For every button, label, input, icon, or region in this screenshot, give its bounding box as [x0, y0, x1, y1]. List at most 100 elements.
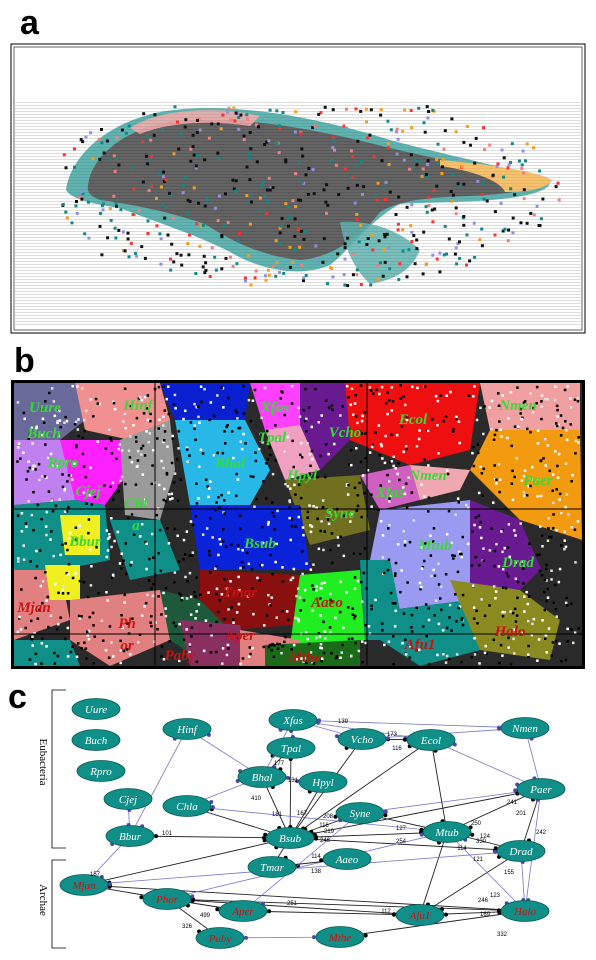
- panel-b-grid: [14, 383, 582, 666]
- node-ellipse: [265, 827, 315, 849]
- node-ellipse: [142, 888, 192, 910]
- node-ellipse: [406, 729, 456, 751]
- node-phor[interactable]: Phor: [142, 888, 192, 910]
- edge-weight: 410: [251, 796, 262, 802]
- edge-weight: 241: [507, 800, 518, 806]
- cluster-label: Halo: [494, 624, 526, 640]
- node-label: Uure: [85, 704, 107, 716]
- node-drad[interactable]: Drad: [496, 840, 546, 862]
- network-edge: [129, 728, 188, 837]
- node-hinf[interactable]: Hinf: [162, 718, 212, 740]
- cluster-label: Buch: [26, 426, 60, 442]
- node-label: Bbur: [119, 831, 142, 843]
- node-label: Bhal: [252, 772, 273, 784]
- node-ellipse: [162, 718, 212, 740]
- panel-a-speckles: [61, 105, 561, 288]
- node-uure[interactable]: Uure: [71, 698, 121, 720]
- network-edge: [83, 837, 291, 886]
- panel-b-speckles: [16, 384, 580, 666]
- edge-endpoint: [107, 882, 112, 887]
- node-nmen[interactable]: Nmen: [500, 717, 550, 739]
- edge-weight: 114: [311, 854, 321, 860]
- node-ellipse: [218, 900, 268, 922]
- node-syne[interactable]: Syne: [335, 802, 385, 824]
- network-edge: [292, 719, 526, 729]
- node-cjej[interactable]: Cjej: [103, 788, 153, 810]
- edge-weight: 121: [473, 857, 484, 863]
- cluster-label: Ecol: [398, 412, 428, 428]
- node-paer[interactable]: Paer: [516, 778, 566, 800]
- node-buch[interactable]: Buch: [71, 729, 121, 751]
- cluster-label: Xfas: [260, 400, 290, 416]
- edge-weight: 101: [162, 831, 173, 837]
- node-mjan[interactable]: Mjan: [59, 874, 109, 896]
- node-xfas[interactable]: Xfas: [268, 709, 318, 731]
- node-ellipse: [395, 904, 445, 926]
- node-label: Mjan: [71, 880, 96, 892]
- node-bbur[interactable]: Bbur: [105, 825, 155, 847]
- node-ecol[interactable]: Ecol: [406, 729, 456, 751]
- node-bhal[interactable]: Bhal: [237, 766, 287, 788]
- edge-weight: 254: [396, 839, 407, 845]
- edge-endpoint: [244, 935, 248, 940]
- node-paby[interactable]: Paby: [195, 927, 245, 949]
- node-label: Aper: [231, 906, 254, 918]
- node-bsub[interactable]: Bsub: [265, 827, 315, 849]
- edge-endpoint: [497, 726, 502, 731]
- edge-endpoint: [317, 718, 321, 723]
- cluster-label: or: [120, 638, 134, 654]
- edge-endpoint: [312, 935, 316, 940]
- cluster-label: Rpro: [47, 455, 79, 471]
- node-mthe[interactable]: Mthe: [315, 926, 365, 948]
- network-edge: [430, 739, 448, 833]
- network-edge: [166, 831, 448, 900]
- panel-b: Uure Hinf Xfas Tpal Vcho Ecol Nmen Buch Rpro Cjej…: [11, 380, 585, 669]
- edge-weight: 155: [504, 870, 515, 876]
- panel-b-labels: Uure Hinf Xfas Tpal Vcho Ecol Nmen Buch Rpro Cjej…: [16, 398, 552, 666]
- edge-endpoint: [385, 736, 390, 741]
- edge-endpoint: [493, 846, 498, 851]
- node-hpyl[interactable]: Hpyl: [298, 771, 348, 793]
- edge-weight: 127: [396, 826, 407, 832]
- node-label: Hinf: [176, 724, 199, 736]
- node-label: Afu1: [409, 910, 431, 922]
- node-label: Rpro: [89, 766, 112, 778]
- cluster-label: Paer: [523, 473, 552, 489]
- network-edge: [359, 788, 542, 814]
- edge-weight: 124: [480, 834, 491, 840]
- node-vcho[interactable]: Vcho: [337, 728, 387, 750]
- cluster-label: Uure: [29, 400, 61, 416]
- node-ellipse: [500, 900, 550, 922]
- node-aaeo[interactable]: Aaeo: [322, 848, 372, 870]
- node-aper[interactable]: Aper: [218, 900, 268, 922]
- network-edge: [289, 837, 522, 852]
- network-edge: [419, 831, 448, 916]
- edge-endpoint: [513, 788, 518, 793]
- node-mtub[interactable]: Mtub: [422, 821, 472, 843]
- node-rpro[interactable]: Rpro: [76, 760, 126, 782]
- edge-endpoint: [470, 832, 475, 837]
- network-edges: [83, 718, 542, 940]
- panel-c: Eubacteria Archae Uure Buch Rpro Cjej Hinf Xf…: [37, 689, 566, 949]
- edge-weight: 246: [320, 838, 331, 844]
- node-chla[interactable]: Chla: [162, 795, 212, 817]
- node-tpal[interactable]: Tpal: [266, 737, 316, 759]
- node-tmar[interactable]: Tmar: [247, 856, 297, 878]
- edge-endpoint: [139, 895, 144, 900]
- cluster-label: Mjan: [16, 600, 50, 616]
- panel-a-scan-overlay: [15, 100, 581, 325]
- node-halo[interactable]: Halo: [500, 900, 550, 922]
- edge-weight: 116: [319, 823, 329, 829]
- edge-endpoint: [295, 863, 300, 868]
- node-label: Mthe: [328, 932, 352, 944]
- edge-weight: 169: [480, 912, 491, 918]
- group-brackets: [51, 689, 66, 949]
- node-afu1[interactable]: Afu1: [395, 904, 445, 926]
- cluster-label: Aaeo: [310, 595, 343, 611]
- edge-endpoint: [419, 827, 424, 832]
- cluster-label: Tmar: [223, 585, 257, 601]
- network-edge: [419, 850, 522, 916]
- cluster-label: Mthe: [288, 650, 322, 666]
- node-label: Tpal: [281, 743, 301, 755]
